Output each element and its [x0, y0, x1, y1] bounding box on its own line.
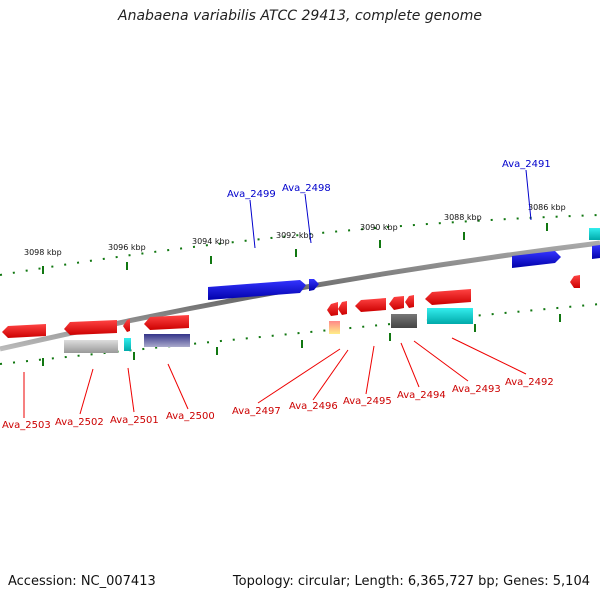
leader-ava-2497 — [257, 348, 341, 404]
gene-label-ava-2503[interactable]: Ava_2503 — [2, 420, 51, 431]
leader-ava-2492 — [451, 337, 527, 375]
gene-label-ava-2495[interactable]: Ava_2495 — [343, 396, 392, 407]
feature-pink-small[interactable] — [329, 321, 340, 334]
gene-label-ava-2499[interactable]: Ava_2499 — [227, 189, 276, 200]
gene-label-ava-2497[interactable]: Ava_2497 — [232, 406, 281, 417]
gene-label-ava-2493[interactable]: Ava_2493 — [452, 384, 501, 395]
ruler-label: 3094 kbp — [192, 237, 230, 246]
leader-ava-2494 — [400, 342, 420, 388]
gene-label-ava-2498[interactable]: Ava_2498 — [282, 183, 331, 194]
gene-ava-2491-arrow[interactable] — [512, 251, 561, 268]
gene-ava-2493-arrow[interactable] — [405, 295, 414, 308]
feature-cyan-small[interactable] — [124, 338, 131, 351]
ruler-upper-arc — [0, 214, 600, 276]
ruler-label: 3086 kbp — [528, 203, 566, 212]
leader-ava-2498 — [304, 193, 312, 244]
leader-ava-2493 — [413, 340, 469, 382]
forward-leaders — [249, 169, 532, 249]
gene-label-ava-2494[interactable]: Ava_2494 — [397, 390, 446, 401]
ruler-label: 3090 kbp — [360, 223, 398, 232]
gene-ava-2497-arrow[interactable] — [327, 302, 338, 316]
leader-ava-2496 — [312, 349, 349, 401]
ruler-major-ticks — [42, 223, 548, 274]
gene-label-ava-2500[interactable]: Ava_2500 — [166, 411, 215, 422]
leader-ava-2491 — [525, 169, 532, 221]
ruler-label: 3088 kbp — [444, 213, 482, 222]
gene-ava-2502-arrow[interactable] — [64, 320, 117, 335]
genome-summary-text: Topology: circular; Length: 6,365,727 bp… — [232, 574, 590, 589]
gene-label-ava-2496[interactable]: Ava_2496 — [289, 401, 338, 412]
gene-ava-2495-arrow[interactable] — [355, 298, 386, 312]
leader-ava-2502 — [79, 368, 94, 415]
gene-ava-2501-arrow[interactable] — [123, 319, 130, 332]
ruler-lower-ticks — [42, 314, 561, 366]
gene-ava-2498-arrow[interactable] — [309, 279, 319, 291]
leader-ava-2499 — [249, 199, 256, 249]
feature-gray-bar[interactable] — [64, 340, 118, 353]
gene-ava-2496-arrow[interactable] — [338, 301, 347, 315]
feature-navy-bar[interactable] — [144, 334, 190, 347]
ruler-label: 3096 kbp — [108, 243, 146, 252]
ruler-label: 3092 kbp — [276, 231, 314, 240]
leader-ava-2500 — [167, 363, 189, 410]
ruler-label: 3098 kbp — [24, 248, 62, 257]
gene-label-ava-2492[interactable]: Ava_2492 — [505, 377, 554, 388]
leader-ava-2501 — [127, 367, 135, 413]
reverse-leaders — [23, 337, 527, 418]
gene-label-ava-2502[interactable]: Ava_2502 — [55, 417, 104, 428]
gene-label-ava-2501[interactable]: Ava_2501 — [110, 415, 159, 426]
gene-edge-red[interactable] — [570, 275, 580, 288]
leader-ava-2495 — [365, 345, 375, 395]
reverse-genes — [2, 275, 580, 353]
gene-ava-2499-arrow[interactable] — [208, 280, 306, 300]
map-title: Anabaena variabilis ATCC 29413, complete… — [118, 8, 482, 24]
gene-label-ava-2491[interactable]: Ava_2491 — [502, 159, 551, 170]
accession-text: Accession: NC_007413 — [8, 574, 156, 589]
gene-edge-blue[interactable] — [592, 245, 600, 259]
gene-edge-cyan[interactable] — [589, 228, 600, 240]
gene-ava-2494-arrow[interactable] — [389, 296, 404, 310]
forward-genes — [208, 228, 600, 300]
gene-ava-2492-arrow[interactable] — [425, 289, 471, 305]
feature-dark-bar[interactable] — [391, 314, 417, 328]
gene-ava-2500-arrow[interactable] — [144, 315, 189, 330]
feature-cyan-bar[interactable] — [427, 308, 473, 324]
gene-ava-2503-arrow[interactable] — [2, 324, 46, 338]
